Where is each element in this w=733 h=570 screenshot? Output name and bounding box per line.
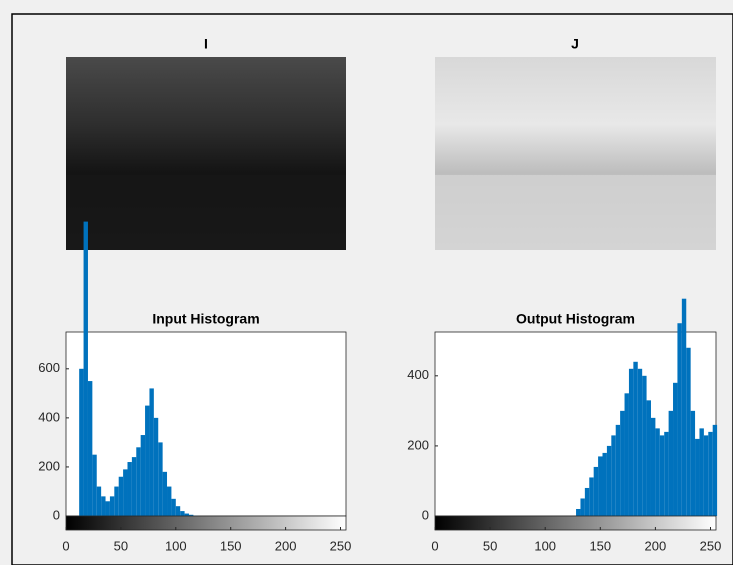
y-tick-label: 400 (407, 367, 429, 382)
bar (602, 453, 606, 516)
bar (642, 376, 646, 516)
bar (132, 457, 136, 516)
bar (629, 369, 633, 516)
image-j-ground (435, 175, 716, 250)
chart-title: Input Histogram (152, 311, 259, 327)
x-tick-label: 0 (62, 538, 69, 553)
bar (79, 369, 83, 516)
bar (660, 435, 664, 516)
bar (686, 348, 690, 516)
bar (158, 442, 162, 516)
image-title: I (204, 36, 208, 52)
bar (633, 362, 637, 516)
bar (149, 388, 153, 516)
image-title: J (571, 36, 579, 52)
bar (611, 435, 615, 516)
y-tick-label: 0 (422, 507, 429, 522)
x-tick-label: 200 (275, 538, 297, 553)
bar (92, 455, 96, 516)
bar (123, 469, 127, 516)
bar (598, 456, 602, 516)
bar (114, 487, 118, 516)
bar (589, 477, 593, 516)
bar (576, 509, 580, 516)
bar (695, 439, 699, 516)
image-i-ground (66, 175, 346, 250)
bar (647, 400, 651, 516)
chart-title: Output Histogram (516, 311, 635, 327)
bar (704, 435, 708, 516)
y-tick-label: 200 (407, 437, 429, 452)
x-tick-label: 100 (534, 538, 556, 553)
bar (682, 299, 686, 516)
y-tick-label: 400 (38, 409, 60, 424)
bar (677, 323, 681, 516)
bar (713, 425, 717, 516)
x-tick-label: 50 (483, 538, 497, 553)
bar (110, 496, 114, 516)
x-tick-label: 100 (165, 538, 187, 553)
bar (163, 472, 167, 516)
bar (180, 511, 184, 516)
bar (669, 411, 673, 516)
bar (154, 418, 158, 516)
x-tick-label: 0 (431, 538, 438, 553)
bar (625, 393, 629, 516)
bar (585, 488, 589, 516)
bar (136, 447, 140, 516)
x-tick-label: 150 (220, 538, 242, 553)
bar (594, 467, 598, 516)
bar (106, 501, 110, 516)
bar (171, 499, 175, 516)
bar (708, 432, 712, 516)
bar (141, 435, 145, 516)
bar (691, 411, 695, 516)
x-tick-label: 250 (700, 538, 722, 553)
bar (699, 428, 703, 516)
bar (580, 498, 584, 516)
bar (127, 462, 131, 516)
bar (655, 428, 659, 516)
bar (145, 406, 149, 516)
y-tick-label: 600 (38, 360, 60, 375)
x-tick-label: 150 (589, 538, 611, 553)
bar (167, 487, 171, 516)
colorbar (435, 516, 716, 530)
bar (119, 477, 123, 516)
bar (101, 496, 105, 516)
y-tick-label: 200 (38, 458, 60, 473)
bar (620, 411, 624, 516)
bar (607, 446, 611, 516)
bar (84, 222, 88, 516)
bar (673, 383, 677, 516)
x-tick-label: 250 (330, 538, 352, 553)
y-tick-label: 0 (53, 507, 60, 522)
bar (664, 432, 668, 516)
bar (638, 369, 642, 516)
x-tick-label: 200 (645, 538, 667, 553)
colorbar (66, 516, 346, 530)
bar (88, 381, 92, 516)
bar (651, 418, 655, 516)
x-tick-label: 50 (114, 538, 128, 553)
bar (616, 425, 620, 516)
bar (97, 487, 101, 516)
axes-background (66, 332, 346, 516)
bar (176, 506, 180, 516)
